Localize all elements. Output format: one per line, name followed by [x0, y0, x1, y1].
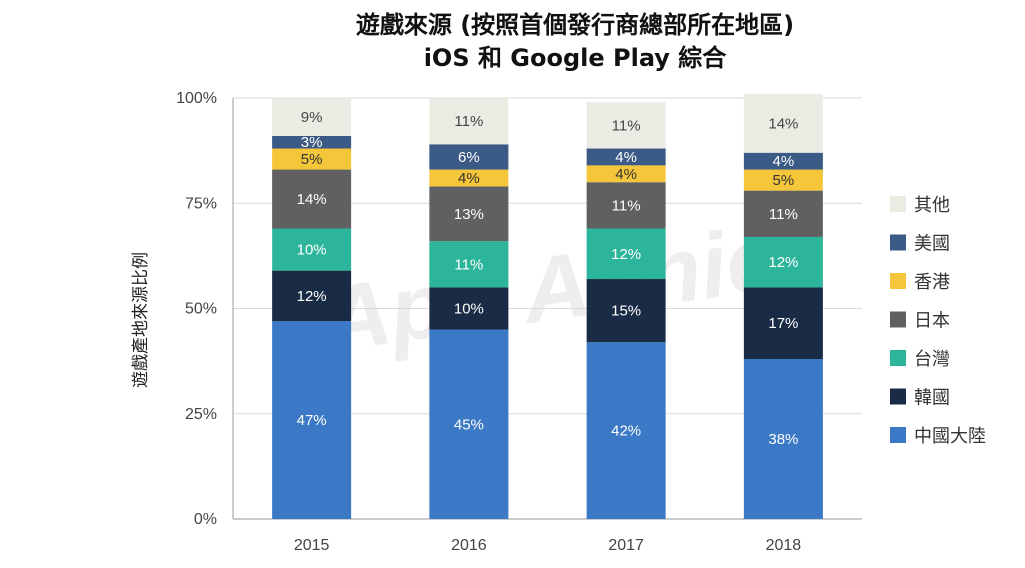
bar-segment [272, 135, 352, 149]
x-tick-label: 2016 [451, 537, 487, 554]
x-tick-label: 2017 [608, 537, 644, 554]
bar-segment [586, 165, 666, 183]
data-label: 5% [773, 172, 795, 189]
y-axis-ticks: 0% 25% 50% 75% 100% [176, 90, 217, 528]
bar-segment [429, 169, 509, 187]
bar-segment [586, 279, 666, 343]
y-axis-label: 遊戲產地來源比例 [131, 252, 151, 388]
data-label: 11% [612, 197, 641, 214]
legend-entry: 韓國 [914, 388, 950, 409]
legend-entry: 美國 [914, 234, 950, 255]
legend-swatch [890, 388, 906, 405]
bar-segment [586, 228, 666, 280]
bar-segment [429, 241, 509, 288]
bar-segment [429, 144, 509, 170]
data-label: 42% [611, 423, 641, 440]
data-label: 4% [458, 170, 480, 187]
data-label: 13% [454, 206, 484, 223]
data-label: 11% [454, 113, 483, 130]
bar-segment [272, 321, 352, 519]
y-tick-label: 100% [176, 90, 217, 107]
legend-swatch [890, 273, 906, 289]
bar-segment [429, 287, 509, 330]
data-label: 10% [454, 301, 484, 318]
legend-swatch [890, 427, 906, 443]
legend-swatch [890, 196, 906, 212]
legend-entry: 其他 [914, 195, 950, 216]
x-tick-label: 2015 [294, 537, 330, 554]
bar-segment [743, 236, 823, 288]
bar-segment [272, 228, 352, 271]
bar-segment [743, 152, 823, 170]
legend-swatch [890, 350, 906, 366]
legend-swatch [890, 311, 906, 328]
bar-segment [743, 169, 823, 191]
bar-segment [743, 359, 823, 519]
watermark: App Annie [315, 207, 783, 372]
legend-entry: 中國大陸 [914, 426, 986, 447]
data-label: 4% [773, 153, 795, 170]
bar-segment [429, 329, 509, 519]
chart-subtitle: iOS 和 Google Play 綜合 [424, 44, 728, 72]
data-label: 3% [301, 134, 323, 151]
data-label: 11% [454, 256, 483, 273]
bars: 47%12%10%14%5%3%9%45%10%11%13%4%6%11%42%… [272, 93, 823, 519]
legend-swatch [890, 234, 906, 251]
bar-segment [586, 148, 666, 166]
data-label: 6% [458, 149, 480, 166]
data-label: 14% [297, 191, 327, 208]
x-tick-label: 2018 [766, 537, 802, 554]
data-label: 47% [297, 412, 327, 429]
y-tick-label: 50% [185, 301, 217, 318]
data-label: 12% [297, 288, 327, 305]
data-label: 11% [769, 206, 798, 223]
bar-segment [272, 148, 352, 170]
data-label: 10% [297, 242, 327, 259]
bar-segment [272, 270, 352, 322]
chart-title: 遊戲來源 (按照首個發行商總部所在地區) [356, 11, 794, 39]
bar-segment [586, 102, 666, 149]
data-label: 45% [454, 416, 484, 433]
bar-segment [586, 342, 666, 519]
data-label: 12% [768, 254, 798, 271]
data-label: 17% [768, 315, 798, 332]
y-tick-label: 75% [185, 195, 217, 212]
data-label: 5% [301, 151, 323, 168]
data-label: 9% [301, 109, 323, 126]
data-label: 15% [611, 303, 641, 320]
bar-segment [429, 98, 509, 145]
data-label: 12% [611, 246, 641, 263]
legend-entry: 台灣 [914, 349, 950, 370]
legend-entry: 日本 [914, 311, 950, 332]
bar-segment [586, 182, 666, 229]
y-tick-label: 25% [185, 406, 217, 423]
y-tick-label: 0% [194, 511, 217, 528]
data-label: 4% [615, 166, 637, 183]
data-label: 38% [768, 431, 798, 448]
data-label: 14% [768, 115, 798, 132]
bar-segment [272, 98, 352, 136]
bar-segment [272, 169, 352, 229]
bar-segment [743, 93, 823, 153]
data-label: 11% [612, 117, 641, 134]
bar-segment [743, 190, 823, 237]
data-label: 4% [615, 149, 637, 166]
bar-segment [429, 186, 509, 242]
x-axis-ticks: 2015 2016 2017 2018 [294, 537, 801, 554]
legend-entry: 香港 [914, 272, 950, 293]
bar-segment [743, 287, 823, 360]
